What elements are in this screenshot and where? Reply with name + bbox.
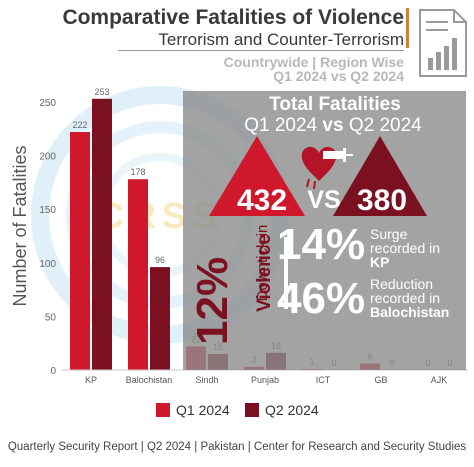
summary-q2-label: Q2 2024 bbox=[348, 115, 422, 136]
q2-triangle bbox=[333, 136, 427, 216]
y-tick-label: 200 bbox=[39, 152, 56, 163]
bal-percent: 46% bbox=[277, 274, 366, 323]
downtick-percent: 12% bbox=[188, 256, 237, 345]
y-axis-label: Number of Fatalities bbox=[10, 145, 30, 306]
bar-value-label: 222 bbox=[72, 120, 87, 130]
vs-text: VS bbox=[307, 186, 341, 214]
bar-value-label: 253 bbox=[94, 87, 109, 97]
summary-vs-label: vs bbox=[322, 115, 344, 136]
divider-bar bbox=[284, 237, 288, 309]
summary-panel bbox=[183, 91, 466, 370]
y-tick-label: 100 bbox=[39, 259, 56, 270]
q2-total: 380 bbox=[356, 184, 408, 217]
x-tick-label: Sindh bbox=[195, 375, 218, 385]
x-tick-label: Punjab bbox=[251, 375, 279, 385]
q1-total: 432 bbox=[236, 184, 288, 217]
title-accent-bar bbox=[406, 8, 409, 48]
x-tick-label: GB bbox=[374, 375, 387, 385]
kp-label-2: recorded in bbox=[370, 240, 441, 256]
bar-q1 bbox=[70, 132, 90, 370]
bar-value-label: 178 bbox=[130, 167, 145, 177]
scope-line-1: Countrywide | Region Wise bbox=[223, 54, 404, 70]
bar-q2 bbox=[92, 98, 112, 370]
legend-label-q2: Q2 2024 bbox=[265, 402, 319, 418]
x-tick-label: AJK bbox=[431, 375, 448, 385]
summary-heading: Total Fatalities bbox=[269, 94, 401, 115]
summary-graphics bbox=[209, 136, 427, 309]
x-tick-label: KP bbox=[85, 375, 97, 385]
kp-percent: 14% bbox=[277, 220, 366, 269]
legend-label-q1: Q1 2024 bbox=[176, 402, 230, 418]
x-tick-label: ICT bbox=[316, 375, 331, 385]
q1-triangle bbox=[209, 136, 305, 216]
title-divider bbox=[118, 50, 404, 51]
summary-q1-label: Q1 2024 bbox=[244, 115, 318, 136]
downtick-label-2: Violence bbox=[254, 234, 275, 312]
legend-swatch-q1 bbox=[156, 403, 170, 417]
y-tick-label: 50 bbox=[45, 312, 57, 323]
y-tick-label: 0 bbox=[50, 366, 56, 377]
downtick-block: 12% bbox=[188, 221, 250, 345]
report-chart-icon bbox=[419, 9, 467, 77]
page-title: Comparative Fatalities of Violence bbox=[62, 6, 404, 29]
x-tick-label: Balochistan bbox=[126, 375, 173, 385]
summary-periods: Q1 2024 vs Q2 2024 bbox=[218, 115, 448, 137]
kp-label-1: Surge bbox=[370, 226, 408, 242]
page-subtitle: Terrorism and Counter-Terrorism bbox=[158, 30, 404, 49]
bal-region: Balochistan bbox=[370, 304, 450, 320]
bal-label-1: Reduction bbox=[370, 276, 434, 292]
legend-swatch-q2 bbox=[245, 403, 259, 417]
footer-credit: Quarterly Security Report | Q2 2024 | Pa… bbox=[7, 441, 467, 453]
bar-q1 bbox=[128, 179, 148, 370]
bar-value-label: 96 bbox=[155, 255, 165, 265]
bar-q2 bbox=[150, 267, 170, 370]
kp-region: KP bbox=[370, 254, 390, 270]
y-tick-label: 250 bbox=[39, 98, 56, 109]
bal-label-2: recorded in bbox=[370, 290, 441, 306]
heart-syringe-icon bbox=[301, 146, 353, 190]
y-tick-label: 150 bbox=[39, 205, 56, 216]
scope-line-2: Q1 2024 vs Q2 2024 bbox=[273, 68, 404, 84]
